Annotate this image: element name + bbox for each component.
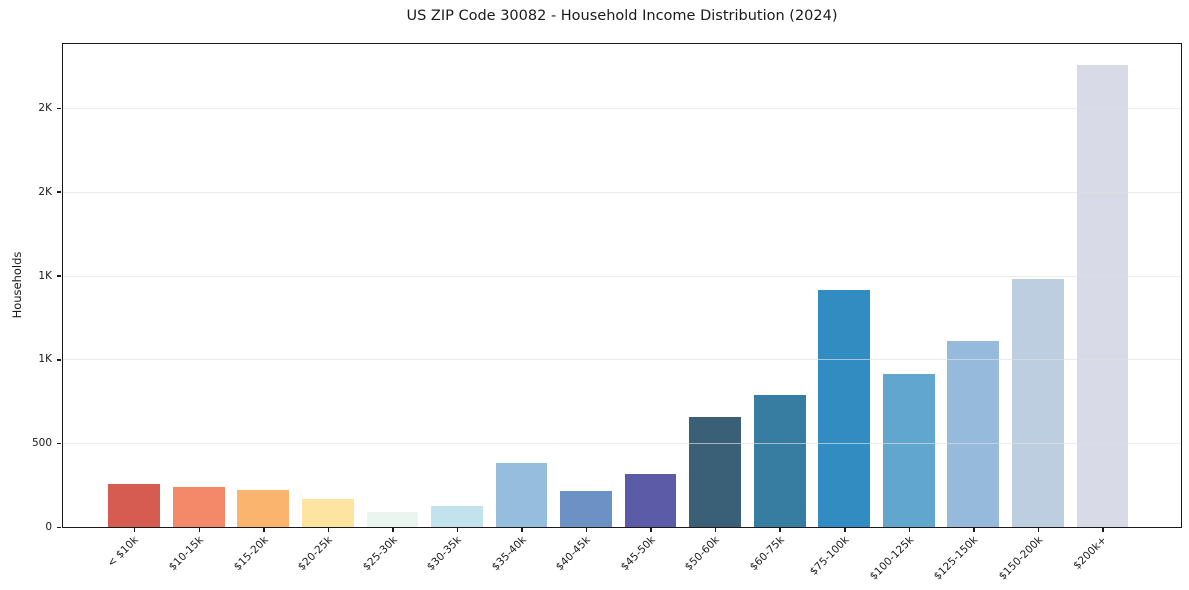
x-tick-mark (263, 527, 265, 532)
x-tick-label: $20-25k (295, 534, 335, 574)
bar-$125-150k (947, 341, 1000, 527)
y-axis-label: Households (10, 251, 24, 319)
bar-$100-125k (882, 373, 935, 527)
x-tick-label: $125-150k (931, 534, 981, 583)
bar-$200k+ (1076, 65, 1129, 527)
bar-< $10k (108, 483, 161, 527)
x-tick-mark (908, 527, 911, 532)
x-tick-label: $50-60k (683, 534, 723, 574)
x-tick-mark (327, 527, 330, 532)
x-tick-mark (650, 527, 652, 532)
bar-$20-25k (301, 499, 354, 527)
x-tick-mark (844, 527, 846, 532)
bar-$60-75k (753, 395, 806, 527)
gridline-2500 (63, 107, 1181, 109)
y-tick-label: 2K (38, 101, 52, 114)
y-tick-label: 500 (31, 437, 52, 450)
x-tick-label: $100-125k (867, 534, 916, 583)
x-tick-mark (973, 527, 975, 532)
bar-$150-200k (1012, 279, 1064, 527)
x-tick-label: $40-45k (553, 534, 594, 574)
x-tick-label: $15-20k (231, 534, 271, 574)
bar-$30-35k (431, 506, 483, 527)
x-tick-label: $75-100k (807, 534, 852, 578)
x-tick-mark (714, 527, 717, 532)
x-tick-label: $60-75k (747, 534, 787, 574)
x-tick-label: $45-50k (618, 534, 658, 574)
x-tick-mark (392, 527, 394, 532)
x-tick-label: < $10k (105, 534, 142, 570)
bar-$15-20k (237, 490, 290, 527)
x-tick-mark (133, 527, 136, 532)
bar-$25-30k (366, 512, 419, 527)
y-tick-mark (57, 526, 61, 529)
plot-area (62, 43, 1182, 528)
chart-title: US ZIP Code 30082 - Household Income Dis… (406, 8, 838, 24)
y-tick-mark (57, 359, 61, 361)
x-tick-mark (1102, 527, 1104, 532)
y-tick-mark (57, 442, 61, 445)
bar-$35-40k (495, 463, 548, 527)
x-tick-label: $200k+ (1071, 534, 1110, 572)
x-tick-mark (198, 527, 200, 532)
y-tick-label: 1K (38, 269, 52, 282)
x-tick-mark (779, 527, 781, 532)
y-tick-label: 2K (38, 185, 52, 198)
bar-$40-45k (560, 491, 612, 527)
gridline-2000 (63, 191, 1181, 193)
x-tick-mark (456, 527, 459, 532)
x-tick-mark (521, 527, 523, 532)
bar-$50-60k (689, 416, 742, 527)
x-tick-label: $30-35k (424, 534, 464, 574)
y-tick-mark (57, 275, 61, 277)
x-tick-mark (1037, 527, 1040, 532)
y-tick-label: 1K (38, 353, 52, 366)
x-tick-mark (585, 527, 588, 532)
y-tick-mark (57, 191, 61, 193)
bar-$45-50k (624, 474, 677, 527)
bar-$75-100k (818, 290, 871, 527)
y-tick-label: 0 (45, 521, 52, 533)
gridline-1500 (63, 275, 1181, 277)
x-tick-label: $25-30k (360, 534, 400, 574)
bar-$10-15k (172, 487, 225, 527)
x-tick-label: $150-200k (996, 534, 1045, 583)
x-tick-label: $10-15k (166, 534, 206, 574)
x-tick-label: $35-40k (489, 534, 529, 574)
y-tick-mark (57, 107, 61, 110)
